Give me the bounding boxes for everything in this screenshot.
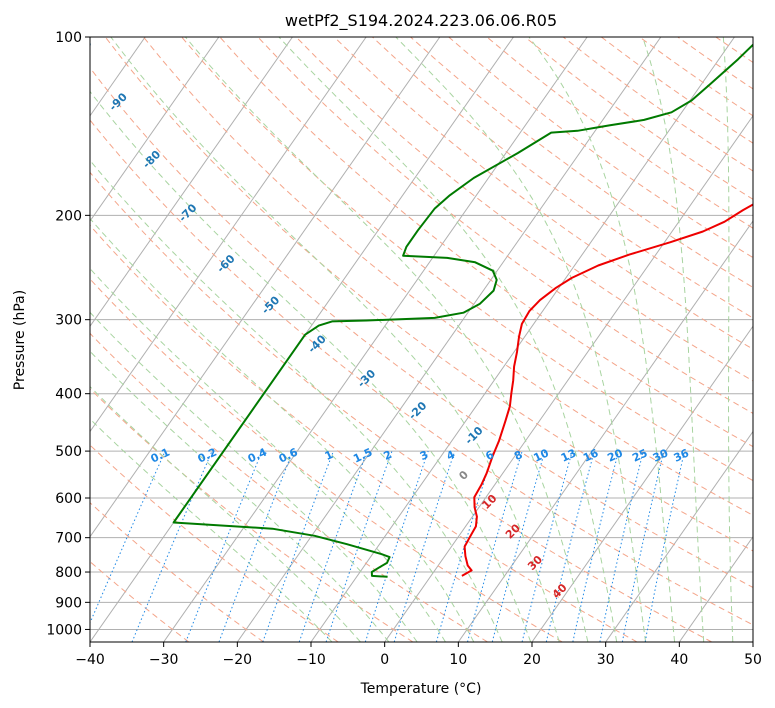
y-tick-label: 400 xyxy=(55,387,82,403)
x-tick-label: −30 xyxy=(149,652,179,668)
isotherm-line xyxy=(90,37,220,222)
mixing-ratio-line xyxy=(393,450,456,642)
mixing-ratio-line xyxy=(435,450,495,642)
isotherm-line xyxy=(310,37,735,642)
mixing-ratio-line xyxy=(325,450,393,642)
y-axis-ticks: 100 200 300 400 500 600 700 800 900 1000 xyxy=(46,30,90,638)
temperature-profile xyxy=(461,203,753,577)
dry-adiabat-line xyxy=(219,37,753,448)
mixing-ratio-line xyxy=(491,450,546,642)
moist-adiabat-line xyxy=(278,37,618,642)
dry-adiabat-line xyxy=(104,37,753,552)
y-tick-label: 100 xyxy=(55,30,82,46)
x-tick-label: −40 xyxy=(75,652,105,668)
moist-adiabat-line xyxy=(395,37,647,642)
sounding-profiles xyxy=(172,43,753,578)
x-axis-ticks: −40 −30 −20 −10 0 10 20 30 40 50 xyxy=(75,642,762,668)
y-tick-label: 1000 xyxy=(46,622,82,638)
mixing-ratio-label: 20 xyxy=(605,446,625,464)
moist-adiabat-line xyxy=(90,267,446,642)
isotherm-line xyxy=(457,220,753,642)
y-tick-label: 300 xyxy=(55,313,82,329)
mixing-ratio-label: 16 xyxy=(581,446,601,464)
x-tick-label: 20 xyxy=(523,652,541,668)
plot-area: 0.10.20.40.611.52346810131620253036-100-… xyxy=(90,37,753,642)
x-tick-label: 50 xyxy=(744,652,762,668)
moist-adiabat-line xyxy=(90,217,475,642)
dry-adiabat-line xyxy=(90,502,264,642)
dry-adiabat-line xyxy=(410,37,753,289)
isotherm-lines xyxy=(90,37,753,642)
moist-adiabat-line xyxy=(90,418,333,642)
dry-adiabat-line xyxy=(90,332,488,642)
mixing-ratio-label: 25 xyxy=(630,446,649,464)
mixing-ratio-line xyxy=(218,450,294,642)
dry-adiabat-line xyxy=(90,224,638,642)
mixing-ratio-label: 36 xyxy=(672,446,692,464)
x-tick-label: 40 xyxy=(670,652,688,668)
y-tick-label: 500 xyxy=(55,444,82,460)
dry-adiabat-line xyxy=(90,119,753,626)
dewpoint-profile xyxy=(172,43,753,578)
y-axis-label: Pressure (hPa) xyxy=(12,290,28,390)
mixing-ratio-label: 10 xyxy=(531,446,551,464)
isobar-lines xyxy=(90,37,753,630)
x-tick-label: 0 xyxy=(380,652,389,668)
isotherm-line xyxy=(678,535,753,642)
moist-adiabat-line xyxy=(90,385,361,642)
x-tick-label: −10 xyxy=(296,652,326,668)
isotherm-line xyxy=(90,37,441,538)
dry-adiabat-line xyxy=(90,171,712,642)
dry-adiabat-lines xyxy=(90,37,753,642)
mixing-ratio-line xyxy=(131,450,213,642)
dry-adiabat-line xyxy=(90,278,563,642)
mixing-ratio-label: 13 xyxy=(559,446,578,464)
x-tick-label: 30 xyxy=(597,652,615,668)
y-tick-label: 800 xyxy=(55,565,82,581)
mixing-ratio-line xyxy=(599,450,644,642)
mixing-ratio-line xyxy=(262,450,334,642)
dry-adiabat-line xyxy=(257,37,753,414)
isotherm-line xyxy=(384,114,753,642)
moist-adiabat-line xyxy=(90,159,503,642)
mixing-ratio-label: 30 xyxy=(651,446,671,464)
x-tick-label: 10 xyxy=(449,652,467,668)
moist-adiabat-lines xyxy=(90,37,734,642)
mixing-ratio-line xyxy=(90,450,166,625)
mixing-ratio-line xyxy=(572,450,620,642)
moist-adiabat-line xyxy=(185,37,589,642)
mixing-ratio-line xyxy=(185,450,263,642)
plot-frame xyxy=(89,36,754,643)
y-tick-label: 700 xyxy=(55,531,82,547)
moist-adiabat-line xyxy=(90,90,532,642)
moist-adiabat-line xyxy=(110,37,560,642)
moist-adiabat-line xyxy=(90,350,390,642)
mixing-ratio-line xyxy=(545,450,595,642)
moist-adiabat-line xyxy=(642,37,705,642)
dry-adiabat-line xyxy=(90,67,753,588)
x-tick-label: −20 xyxy=(223,652,253,668)
dry-adiabat-line xyxy=(143,37,753,516)
isotherm-line xyxy=(90,37,367,433)
x-axis-label: Temperature (°C) xyxy=(360,681,482,697)
y-tick-label: 600 xyxy=(55,491,82,507)
mixing-ratio-line xyxy=(298,450,368,642)
y-tick-label: 900 xyxy=(55,595,82,611)
y-tick-label: 200 xyxy=(55,208,82,224)
isotherm-line xyxy=(236,37,662,642)
moist-adiabat-line xyxy=(528,37,676,642)
mixing-ratio-line xyxy=(364,450,429,642)
isotherm-line xyxy=(531,325,753,642)
mixing-ratio-line xyxy=(521,450,573,642)
isotherm-line xyxy=(605,430,753,642)
isotherm-line xyxy=(163,37,588,642)
moist-adiabat-line xyxy=(722,37,734,642)
mixing-ratio-lines xyxy=(90,450,685,642)
chart-title: wetPf2_S194.2024.223.06.06.R05 xyxy=(285,11,557,31)
isotherm-line xyxy=(90,37,293,328)
dry-adiabat-line xyxy=(295,37,753,382)
mixing-ratio-line xyxy=(467,450,523,642)
